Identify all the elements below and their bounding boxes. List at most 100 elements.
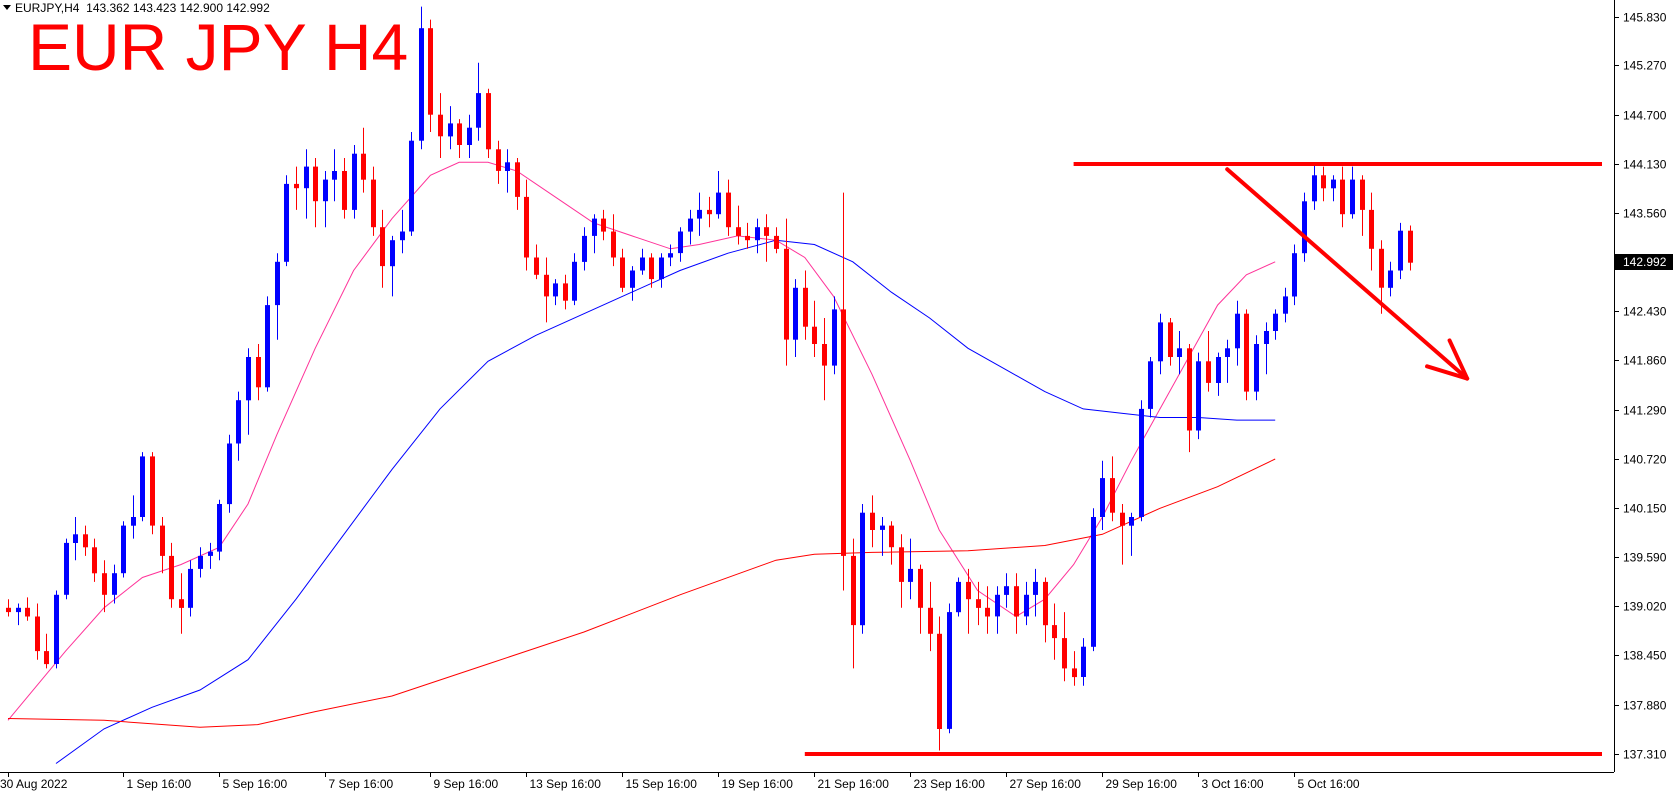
- price-tick-label: 137.310: [1623, 748, 1667, 762]
- candle-body: [467, 127, 472, 145]
- time-tick-label: 7 Sep 16:00: [329, 777, 394, 791]
- candle-body: [1283, 296, 1288, 314]
- candle-body: [476, 93, 481, 128]
- candle-body: [1129, 517, 1134, 526]
- candle-body: [438, 114, 443, 137]
- price-tick-label: 140.720: [1623, 453, 1667, 467]
- candle-body: [486, 93, 491, 150]
- trend-arrow-shaft[interactable]: [1225, 167, 1470, 381]
- candle-body: [620, 257, 625, 288]
- candle-body: [1072, 668, 1077, 678]
- candle-body: [1187, 348, 1192, 431]
- candle-body: [668, 253, 673, 258]
- candle-body: [1388, 270, 1393, 288]
- time-tick-label: 29 Sep 16:00: [1106, 777, 1178, 791]
- candle-body: [342, 171, 347, 210]
- candle-body: [1177, 348, 1182, 357]
- candle-body: [1302, 201, 1307, 254]
- candle-body: [496, 149, 501, 171]
- moving-average-line: [7, 161, 1276, 721]
- moving-average-line: [55, 239, 1276, 764]
- candle-body: [1062, 638, 1067, 669]
- time-tick-label: 1 Sep 16:00: [127, 777, 192, 791]
- candle-body: [83, 534, 88, 548]
- header-symbol: EURJPY,H4: [15, 1, 80, 15]
- candle-body: [1148, 361, 1153, 409]
- candle-body: [160, 525, 165, 556]
- moving-average-line: [7, 458, 1276, 728]
- candle-body: [1350, 179, 1355, 215]
- candle-body: [889, 525, 894, 548]
- trend-arrow-head[interactable]: [1425, 338, 1470, 381]
- candle-body: [400, 231, 405, 241]
- time-tick-label: 15 Sep 16:00: [626, 777, 698, 791]
- time-tick-label: 27 Sep 16:00: [1010, 777, 1082, 791]
- candle-body: [592, 218, 597, 236]
- candle-body: [1004, 586, 1009, 595]
- candle-body: [976, 599, 981, 608]
- candle-body: [198, 555, 203, 569]
- candle-body: [1110, 478, 1115, 513]
- candle-body: [448, 123, 453, 137]
- candle-body: [390, 240, 395, 267]
- time-tick-label: 30 Aug 2022: [0, 777, 68, 791]
- candle-body: [1331, 179, 1336, 189]
- candle-body: [1264, 331, 1269, 344]
- candle-body: [1024, 594, 1029, 617]
- candle-body: [275, 261, 280, 306]
- time-tick-label: 13 Sep 16:00: [530, 777, 602, 791]
- candle-body: [966, 581, 971, 600]
- candle-body: [112, 573, 117, 595]
- candle-body: [25, 607, 30, 617]
- candle-body: [947, 612, 952, 729]
- candle-body: [1244, 313, 1249, 392]
- candle-body: [707, 209, 712, 215]
- price-tick-label: 144.130: [1623, 158, 1667, 172]
- price-tick-label: 139.590: [1623, 551, 1667, 565]
- candle-body: [745, 235, 750, 241]
- candle-body: [131, 517, 136, 526]
- dropdown-triangle-icon[interactable]: [3, 5, 11, 10]
- candle-body: [841, 309, 846, 556]
- candle-body: [640, 257, 645, 271]
- candle-body: [428, 28, 433, 115]
- candle-body: [601, 218, 606, 232]
- candle-body: [44, 651, 49, 665]
- price-tick-label: 138.450: [1623, 649, 1667, 663]
- candle-body: [35, 616, 40, 652]
- time-tick-label: 19 Sep 16:00: [722, 777, 794, 791]
- current-price-label: 142.992: [1623, 255, 1667, 269]
- price-tick-label: 137.880: [1623, 699, 1667, 713]
- price-tick-label: 140.150: [1623, 502, 1667, 516]
- candle-body: [1014, 586, 1019, 617]
- candle-body: [515, 162, 520, 197]
- price-tick-label: 141.860: [1623, 354, 1667, 368]
- candle-body: [457, 123, 462, 145]
- candle-body: [1360, 179, 1365, 210]
- price-tick-label: 142.430: [1623, 305, 1667, 319]
- candle-body: [1120, 512, 1125, 526]
- candle-body: [822, 344, 827, 366]
- candle-body: [1216, 357, 1221, 383]
- candle-body: [851, 555, 856, 626]
- candle-body: [419, 28, 424, 141]
- header-high: 143.423: [132, 1, 177, 15]
- candle-body: [1206, 361, 1211, 383]
- candle-body: [534, 257, 539, 275]
- candle-body: [1321, 175, 1326, 189]
- candle-body: [611, 231, 616, 258]
- candle-body: [697, 209, 702, 219]
- current-price-box: [1615, 254, 1673, 270]
- candle-body: [323, 179, 328, 202]
- candle-body: [256, 357, 261, 388]
- candle-body: [1196, 361, 1201, 431]
- candle-body: [784, 248, 789, 340]
- candle-body: [1379, 248, 1384, 288]
- candle-body: [774, 235, 779, 249]
- candle-body: [54, 594, 59, 664]
- candle-body: [908, 568, 913, 582]
- price-tick-label: 145.830: [1623, 11, 1667, 25]
- candle-body: [16, 607, 21, 613]
- price-tick-label: 141.290: [1623, 404, 1667, 418]
